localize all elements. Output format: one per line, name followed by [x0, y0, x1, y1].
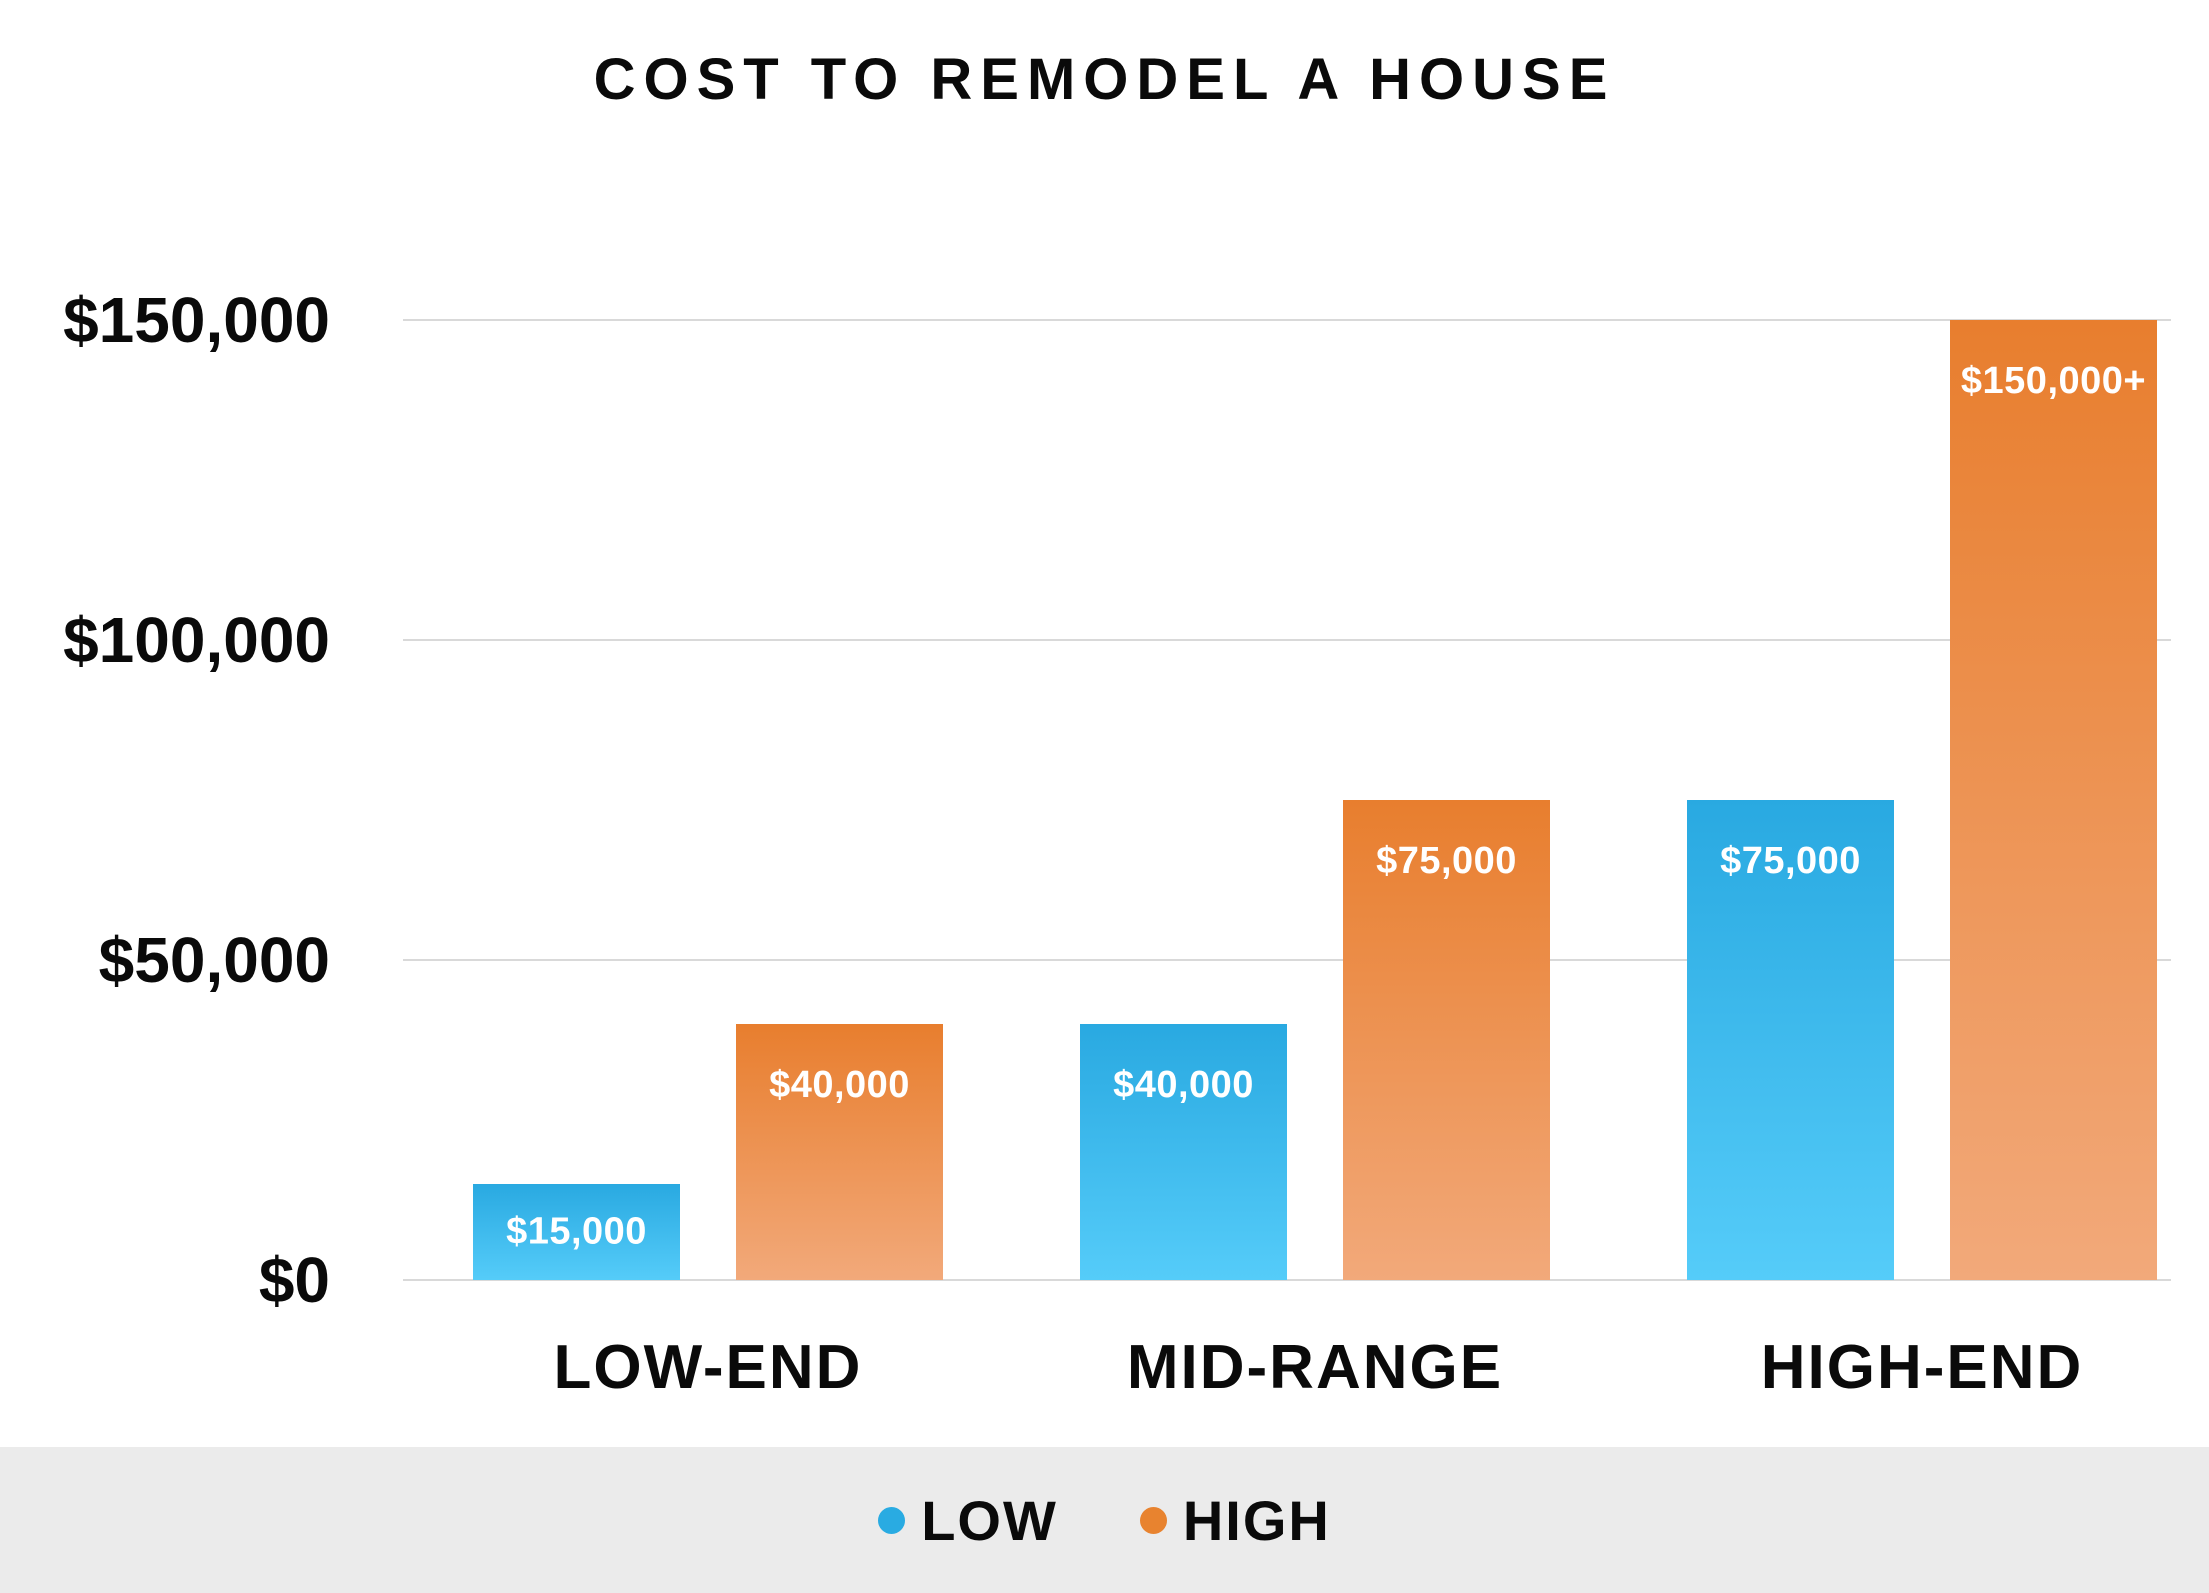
- legend-band: LOW HIGH: [0, 1447, 2209, 1593]
- gridline--150-000: [403, 319, 2171, 321]
- legend-dot-icon-high: [1139, 1506, 1167, 1534]
- category-label-mid-range: MID-RANGE: [1126, 1333, 1504, 1402]
- category-label-high-end: HIGH-END: [1760, 1333, 2084, 1402]
- bar-value-label-mid-range-high: $75,000: [1376, 840, 1517, 882]
- y-axis-tick--150-000: $150,000: [63, 284, 330, 356]
- y-axis-tick--0: $0: [258, 1244, 330, 1316]
- bar-group-mid-range: $40,000 $75,000 MID-RANGE: [1080, 320, 1550, 1402]
- bar-mid-range-low: $40,000: [1080, 1024, 1287, 1280]
- bar-high-end-high: $150,000+: [1950, 320, 2157, 1280]
- bar-value-label-low-end-low: $15,000: [506, 1210, 647, 1253]
- bar-group-low-end: $15,000 $40,000 LOW-END: [473, 320, 943, 1402]
- bar-value-label-low-end-high: $40,000: [769, 1064, 910, 1106]
- bar-value-label-high-end-high: $150,000+: [1960, 360, 2147, 402]
- chart-title: COST TO REMODEL A HOUSE: [593, 47, 1616, 112]
- legend-item-high: HIGH: [1139, 1488, 1331, 1553]
- bar-mid-range-high: $75,000: [1343, 800, 1550, 1280]
- gridline--50-000: [403, 959, 2171, 961]
- legend-item-low: LOW: [878, 1488, 1058, 1553]
- bar-value-label-high-end-low: $75,000: [1720, 840, 1861, 882]
- bar-high-end-low: $75,000: [1687, 800, 1894, 1280]
- legend-label-low: LOW: [921, 1488, 1058, 1552]
- bar-low-end-low: $15,000: [473, 1184, 680, 1280]
- legend-dot-icon-low: [878, 1506, 906, 1534]
- bar-group-high-end: $75,000 $150,000+ HIGH-END: [1687, 320, 2157, 1402]
- y-axis-tick--50-000: $50,000: [98, 924, 330, 996]
- legend-label-high: HIGH: [1182, 1488, 1331, 1552]
- category-label-low-end: LOW-END: [553, 1333, 863, 1402]
- bar-low-end-high: $40,000: [736, 1024, 943, 1280]
- gridline--100-000: [403, 639, 2171, 641]
- gridline--0: [403, 1279, 2171, 1281]
- plot-area: $0 $50,000 $100,000 $150,000 $15,000 $40,000 L…: [63, 284, 2171, 1402]
- bar-value-label-mid-range-low: $40,000: [1113, 1064, 1254, 1106]
- y-axis-tick--100-000: $100,000: [63, 604, 330, 676]
